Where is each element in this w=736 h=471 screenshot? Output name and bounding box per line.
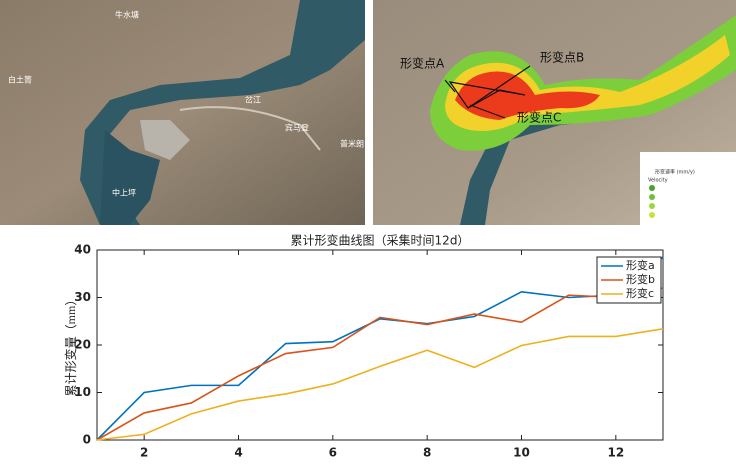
chart-title: 累计形变曲线图（采集时间12d） [291, 233, 470, 248]
legend-subtitle: Velocity [648, 178, 668, 184]
legend-title: 形变速率 (mm/y) [655, 169, 695, 176]
legend-label: 形变c [626, 286, 654, 300]
legend-label: 形变a [626, 258, 655, 272]
y-axis-label: 累计形变量（mm） [63, 294, 78, 397]
y-tick-label: 20 [74, 338, 91, 352]
x-tick-label: 10 [513, 446, 530, 460]
satellite-image-left: 牛水塘 白土箐 岔江 宾马登 普米朗 中上坪 [0, 0, 365, 225]
y-tick-label: 30 [74, 290, 91, 304]
map-label: 形变点A [400, 56, 445, 71]
map-label: 牛水塘 [115, 10, 139, 20]
data-line [96, 256, 664, 441]
map-label: 宾马登 [285, 123, 309, 133]
data-line [96, 287, 664, 441]
map-label: 中上坪 [112, 188, 136, 198]
x-tick-label: 2 [140, 446, 148, 460]
satellite-image-right: 形变速率 (mm/y) Velocity 形变点A 形变点B 形变点C [373, 0, 736, 225]
x-tick-label: 8 [423, 446, 431, 460]
x-tick-label: 4 [234, 446, 242, 460]
x-tick-label: 6 [329, 446, 337, 460]
y-tick-label: 10 [74, 385, 91, 399]
data-line [96, 328, 664, 441]
map-label: 普米朗 [340, 139, 364, 149]
legend-label: 形变b [626, 272, 655, 286]
x-tick-label: 12 [607, 446, 624, 460]
map-label: 岔江 [245, 95, 261, 105]
y-tick-label: 0 [83, 433, 91, 447]
map-label: 形变点B [540, 50, 584, 65]
map-label: 白土箐 [8, 75, 32, 85]
y-tick-label: 40 [74, 243, 91, 257]
map-label: 形变点C [517, 110, 561, 125]
plot-frame [96, 249, 664, 441]
